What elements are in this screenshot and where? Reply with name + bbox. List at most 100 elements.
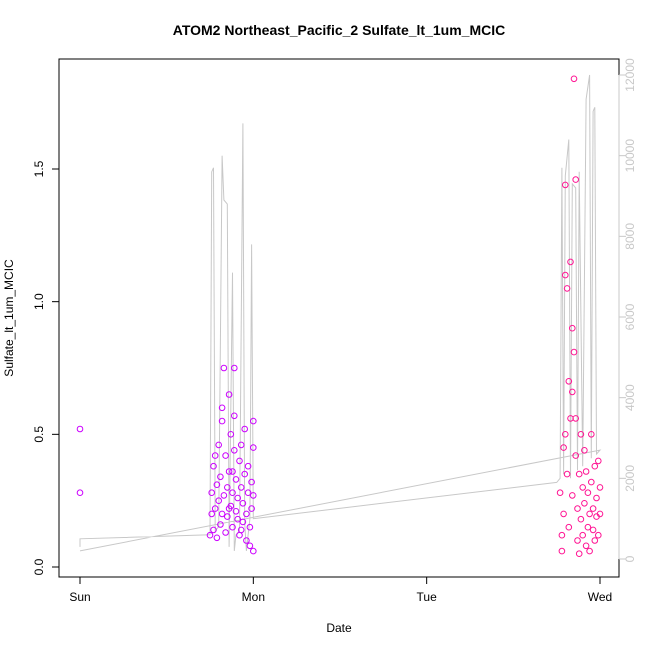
data-point bbox=[217, 521, 224, 528]
data-point bbox=[595, 457, 602, 465]
secondary-line bbox=[79, 74, 602, 552]
data-point bbox=[76, 425, 84, 433]
data-point bbox=[231, 412, 238, 420]
data-point bbox=[250, 547, 257, 555]
data-point bbox=[572, 452, 580, 459]
data-point bbox=[562, 431, 569, 438]
data-point bbox=[211, 505, 219, 512]
y2-tick-label: 6000 bbox=[623, 303, 637, 330]
x-tick-label: Wed bbox=[588, 590, 612, 604]
data-point bbox=[220, 364, 228, 372]
data-point bbox=[574, 537, 581, 544]
y-axis-label: Sulfate_lt_1um_MCIC bbox=[2, 259, 16, 377]
data-point bbox=[239, 518, 247, 526]
data-point bbox=[595, 531, 602, 539]
data-point bbox=[222, 452, 229, 459]
data-point bbox=[586, 510, 593, 518]
data-point bbox=[584, 489, 592, 497]
data-point bbox=[225, 468, 233, 475]
data-point bbox=[229, 489, 236, 497]
data-point bbox=[562, 181, 569, 189]
data-point bbox=[246, 523, 254, 531]
data-point bbox=[565, 378, 573, 385]
data-point bbox=[596, 510, 604, 518]
data-point bbox=[231, 364, 238, 372]
data-point bbox=[572, 415, 580, 422]
data-point bbox=[570, 75, 578, 83]
y-axis: 0.0 0.5 1.0 1.5 bbox=[32, 160, 60, 575]
y2-tick-label: 2000 bbox=[623, 465, 637, 492]
data-point bbox=[591, 537, 599, 544]
data-point bbox=[241, 470, 248, 478]
data-point bbox=[579, 484, 587, 491]
data-point bbox=[215, 497, 222, 505]
data-point bbox=[208, 489, 215, 497]
x-axis: Sun Mon Tue Wed bbox=[69, 576, 612, 604]
data-point bbox=[76, 489, 84, 497]
data-point bbox=[248, 505, 255, 512]
y2-tick-label: 8000 bbox=[623, 223, 637, 250]
data-point bbox=[243, 537, 250, 544]
y-tick-label: 0.5 bbox=[32, 426, 46, 443]
data-point bbox=[575, 550, 583, 558]
data-point bbox=[217, 473, 224, 481]
data-point bbox=[572, 176, 580, 183]
data-point bbox=[234, 515, 241, 523]
data-point bbox=[241, 425, 248, 433]
data-point bbox=[208, 510, 215, 518]
y-tick-label: 1.0 bbox=[32, 293, 46, 310]
data-point bbox=[232, 476, 240, 483]
data-point bbox=[586, 547, 593, 555]
y2-tick-label: 10000 bbox=[623, 139, 637, 173]
data-point bbox=[596, 484, 604, 491]
data-point bbox=[574, 505, 581, 512]
data-point bbox=[560, 444, 567, 451]
data-point bbox=[593, 494, 600, 502]
data-point bbox=[584, 523, 592, 531]
data-point bbox=[567, 258, 574, 266]
data-point bbox=[213, 481, 221, 489]
data-point bbox=[237, 526, 245, 534]
data-point bbox=[243, 510, 250, 518]
y2-tick-label: 0 bbox=[623, 555, 637, 562]
data-point bbox=[236, 457, 243, 465]
y2-axis: 0 2000 4000 6000 8000 10000 12000 bbox=[618, 58, 637, 562]
data-point bbox=[232, 508, 240, 515]
plot-frame bbox=[58, 58, 620, 578]
data-point bbox=[560, 510, 567, 518]
data-point bbox=[225, 505, 233, 512]
data-point bbox=[227, 431, 235, 438]
x-tick-label: Tue bbox=[417, 590, 438, 604]
data-point bbox=[225, 391, 233, 398]
y2-tick-label: 12000 bbox=[623, 58, 637, 92]
data-point bbox=[563, 470, 571, 478]
data-point bbox=[222, 529, 229, 536]
data-point bbox=[570, 348, 578, 356]
data-point bbox=[577, 515, 585, 523]
data-point bbox=[556, 489, 564, 497]
data-point bbox=[569, 388, 576, 396]
data-point bbox=[246, 542, 254, 550]
data-point bbox=[239, 500, 247, 507]
data-point bbox=[210, 462, 217, 470]
data-point bbox=[248, 478, 255, 486]
data-point bbox=[558, 531, 566, 539]
data-point bbox=[575, 470, 583, 478]
data-point bbox=[215, 441, 222, 449]
data-point bbox=[206, 531, 214, 539]
data-point bbox=[558, 547, 566, 555]
data-point bbox=[231, 447, 238, 454]
data-point bbox=[237, 441, 245, 449]
data-point bbox=[220, 492, 228, 499]
data-point bbox=[244, 462, 252, 470]
data-point bbox=[229, 523, 236, 531]
data-point bbox=[224, 513, 231, 520]
chart-title: ATOM2 Northeast_Pacific_2 Sulfate_lt_1um… bbox=[173, 22, 505, 38]
data-point bbox=[565, 523, 573, 531]
data-point bbox=[213, 534, 221, 542]
data-point bbox=[210, 526, 217, 534]
data-point bbox=[588, 431, 595, 438]
data-point bbox=[591, 462, 599, 470]
data-point bbox=[582, 542, 590, 550]
